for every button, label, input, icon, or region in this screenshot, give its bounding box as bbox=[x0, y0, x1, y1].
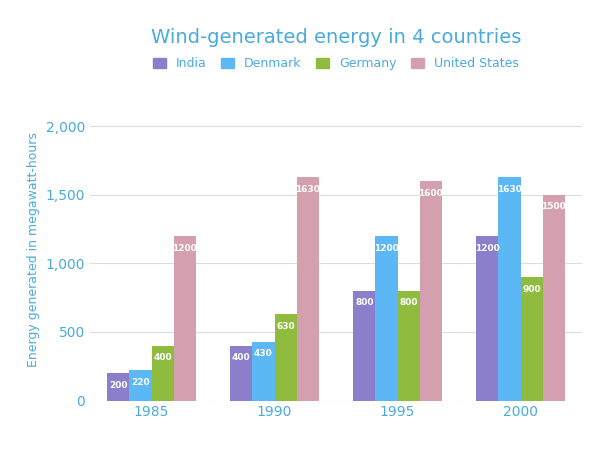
Bar bbox=[353, 291, 376, 400]
Text: 1200: 1200 bbox=[475, 243, 500, 252]
Bar bbox=[107, 373, 130, 400]
Text: 900: 900 bbox=[522, 285, 541, 294]
Text: 1500: 1500 bbox=[541, 202, 566, 211]
Title: Wind-generated energy in 4 countries: Wind-generated energy in 4 countries bbox=[151, 28, 521, 47]
Bar bbox=[296, 177, 319, 400]
Text: 400: 400 bbox=[232, 353, 251, 362]
Bar bbox=[398, 291, 419, 400]
Bar bbox=[419, 181, 442, 400]
Bar bbox=[230, 346, 253, 400]
Text: 1600: 1600 bbox=[418, 189, 443, 198]
Bar bbox=[275, 314, 296, 400]
Text: 1630: 1630 bbox=[497, 184, 522, 194]
Text: 220: 220 bbox=[131, 378, 150, 387]
Text: 800: 800 bbox=[355, 298, 374, 307]
Bar bbox=[130, 370, 151, 400]
Text: 630: 630 bbox=[276, 322, 295, 331]
Text: 800: 800 bbox=[400, 298, 418, 307]
Bar bbox=[151, 346, 173, 400]
Text: 400: 400 bbox=[153, 353, 172, 362]
Text: 1630: 1630 bbox=[295, 184, 320, 194]
Bar bbox=[253, 342, 275, 400]
Text: 430: 430 bbox=[254, 349, 273, 358]
Text: 200: 200 bbox=[109, 381, 128, 390]
Text: 1200: 1200 bbox=[374, 243, 399, 252]
Bar bbox=[476, 236, 499, 400]
Bar bbox=[376, 236, 398, 400]
Bar bbox=[173, 236, 196, 400]
Legend: India, Denmark, Germany, United States: India, Denmark, Germany, United States bbox=[147, 51, 525, 76]
Y-axis label: Energy generated in megawatt-hours: Energy generated in megawatt-hours bbox=[27, 132, 40, 367]
Bar bbox=[542, 195, 565, 400]
Text: 1200: 1200 bbox=[172, 243, 197, 252]
Bar bbox=[521, 277, 542, 400]
Bar bbox=[499, 177, 521, 400]
